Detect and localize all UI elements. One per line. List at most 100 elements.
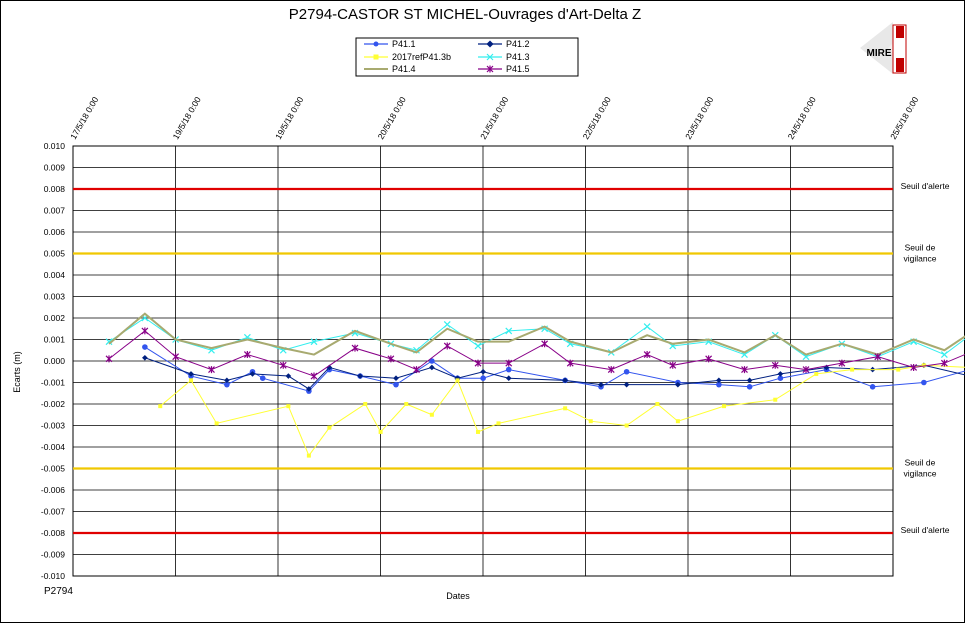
y-tick-label: 0.010 bbox=[44, 141, 66, 151]
data-point bbox=[480, 368, 486, 375]
data-point bbox=[773, 397, 778, 402]
chart-title: P2794-CASTOR ST MICHEL-Ouvrages d'Art-De… bbox=[288, 6, 642, 23]
data-point bbox=[429, 364, 435, 371]
legend-label: P41.1 bbox=[392, 39, 416, 49]
data-point bbox=[476, 429, 480, 434]
data-point bbox=[563, 406, 568, 411]
data-point bbox=[722, 404, 726, 409]
data-point bbox=[496, 421, 501, 426]
data-point bbox=[675, 381, 681, 388]
y-tick-label: 0.004 bbox=[44, 270, 66, 280]
x-tick-label: 22/5/18 0:00 bbox=[581, 95, 613, 141]
x-tick-label: 24/5/18 0:00 bbox=[786, 95, 818, 141]
data-point bbox=[505, 327, 513, 335]
data-point bbox=[777, 375, 784, 382]
data-point bbox=[393, 375, 399, 382]
data-point bbox=[393, 381, 399, 388]
y-tick-label: 0.003 bbox=[44, 292, 66, 302]
data-point bbox=[643, 351, 651, 359]
series-P41.4 bbox=[108, 312, 965, 356]
threshold-label: vigilance bbox=[903, 469, 936, 479]
data-point bbox=[208, 366, 215, 374]
data-point bbox=[874, 353, 882, 361]
data-point bbox=[921, 379, 927, 386]
data-point bbox=[607, 366, 615, 374]
data-point bbox=[675, 419, 680, 424]
y-tick-label: -0.009 bbox=[41, 550, 65, 560]
data-point bbox=[940, 351, 948, 358]
data-point bbox=[443, 321, 451, 328]
y-tick-label: -0.008 bbox=[41, 528, 65, 538]
y-tick-label: -0.006 bbox=[41, 485, 65, 495]
legend-label: P41.2 bbox=[506, 39, 530, 49]
data-point bbox=[814, 371, 819, 376]
legend-label: P41.4 bbox=[392, 64, 416, 74]
footer-label: P2794 bbox=[44, 586, 73, 597]
data-point bbox=[158, 404, 163, 409]
data-point bbox=[777, 371, 784, 377]
data-point bbox=[896, 367, 901, 372]
y-tick-label: 0.008 bbox=[44, 184, 66, 194]
threshold-label: Seuil de bbox=[905, 458, 936, 468]
data-point bbox=[741, 366, 748, 374]
y-tick-label: -0.010 bbox=[41, 571, 65, 581]
data-point bbox=[249, 371, 256, 377]
data-point bbox=[505, 359, 513, 367]
data-point bbox=[214, 421, 219, 426]
x-axis-label: Dates bbox=[446, 591, 470, 601]
data-point bbox=[279, 361, 287, 369]
data-point bbox=[624, 423, 629, 428]
data-point bbox=[643, 323, 651, 331]
data-point bbox=[716, 381, 722, 388]
x-tick-label: 25/5/18 0:00 bbox=[888, 95, 920, 141]
legend-label: 2017refP41.3b bbox=[392, 52, 451, 62]
y-tick-label: 0.002 bbox=[44, 313, 66, 323]
data-point bbox=[480, 375, 486, 382]
data-point bbox=[505, 375, 512, 382]
data-point bbox=[357, 373, 363, 379]
data-point bbox=[669, 361, 677, 369]
data-point bbox=[771, 361, 779, 369]
data-point bbox=[838, 359, 846, 367]
data-point bbox=[310, 372, 318, 380]
data-point bbox=[188, 371, 194, 377]
legend-item-p41-2: P41.2 bbox=[478, 39, 530, 49]
data-point bbox=[443, 342, 451, 350]
data-point bbox=[243, 351, 251, 359]
gridlines bbox=[73, 146, 893, 576]
data-point bbox=[598, 381, 604, 388]
y-tick-label: 0.000 bbox=[44, 356, 66, 366]
data-point bbox=[910, 363, 918, 371]
threshold-label: Seuil de bbox=[905, 243, 936, 253]
data-point bbox=[224, 377, 230, 384]
threshold-label: Seuil d'alerte bbox=[901, 525, 950, 535]
legend-item-p41-4: P41.4 bbox=[364, 64, 416, 74]
y-tick-label: 0.009 bbox=[44, 163, 66, 173]
data-point bbox=[623, 368, 630, 375]
data-point bbox=[189, 378, 193, 383]
y-tick-label: 0.001 bbox=[44, 335, 66, 345]
data-point bbox=[850, 367, 855, 372]
data-point bbox=[413, 366, 420, 374]
data-point bbox=[588, 419, 593, 424]
data-point bbox=[746, 377, 753, 384]
y-tick-label: 0.005 bbox=[44, 249, 66, 259]
threshold-label: vigilance bbox=[903, 254, 936, 264]
x-tick-label: 20/5/18 0:00 bbox=[376, 95, 408, 141]
data-point bbox=[705, 355, 713, 363]
y-tick-label: 0.006 bbox=[44, 227, 66, 237]
series-line bbox=[144, 357, 965, 390]
data-point bbox=[869, 384, 876, 390]
data-point bbox=[310, 338, 318, 346]
data-point bbox=[505, 366, 512, 373]
data-point bbox=[327, 425, 332, 430]
x-tick-label: 19/5/18 0:00 bbox=[273, 95, 305, 141]
series-P41.5 bbox=[105, 327, 965, 380]
legend-item-p41-5: P41.5 bbox=[478, 64, 530, 74]
series-group bbox=[105, 312, 965, 458]
data-point bbox=[623, 381, 630, 388]
data-point bbox=[285, 373, 292, 379]
legend-item-p41-3: P41.3 bbox=[478, 52, 530, 62]
